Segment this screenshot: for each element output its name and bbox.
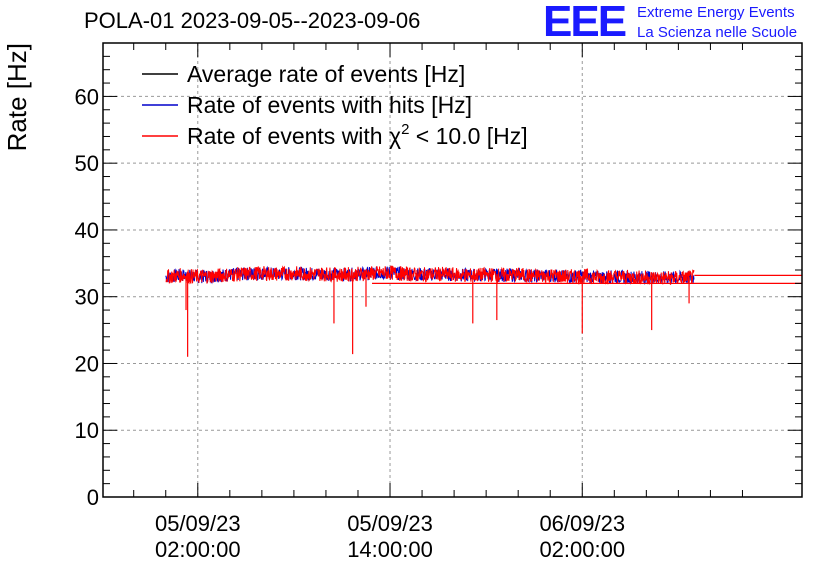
legend-entry: Rate of events with hits [Hz] <box>187 92 472 118</box>
logo-line-2: La Scienza nelle Scuole <box>637 24 798 41</box>
chart-title: POLA-01 2023-09-05--2023-09-06 <box>84 8 421 33</box>
y-tick-label: 40 <box>75 218 99 243</box>
legend-entry: Average rate of events [Hz] <box>187 61 465 87</box>
grid <box>103 43 802 497</box>
legend-entry: Rate of events with χ2 < 10.0 [Hz] <box>187 121 528 149</box>
y-tick-label: 20 <box>75 351 99 376</box>
eee-logo-caption: Extreme Energy Events La Scienza nelle S… <box>637 3 797 43</box>
x-tick-label-date: 05/09/23 <box>347 511 433 536</box>
y-tick-label: 60 <box>75 84 99 109</box>
x-tick-label-time: 14:00:00 <box>347 537 433 562</box>
x-tick-label-time: 02:00:00 <box>539 537 625 562</box>
data-series <box>165 265 802 357</box>
x-tick-label-date: 05/09/23 <box>155 511 241 536</box>
logo-line-1: Extreme Energy Events <box>637 4 795 21</box>
x-tick-label-date: 06/09/23 <box>539 511 625 536</box>
y-tick-label: 30 <box>75 285 99 310</box>
x-tick-label-time: 02:00:00 <box>155 537 241 562</box>
y-tick-label: 50 <box>75 151 99 176</box>
y-tick-label: 10 <box>75 418 99 443</box>
eee-logo: EEE <box>543 0 627 46</box>
y-tick-label: 0 <box>87 485 99 510</box>
axis-ticks <box>103 42 802 498</box>
legend: Average rate of events [Hz] Rate of event… <box>142 61 528 149</box>
y-axis-title: Rate [Hz] <box>2 43 32 151</box>
